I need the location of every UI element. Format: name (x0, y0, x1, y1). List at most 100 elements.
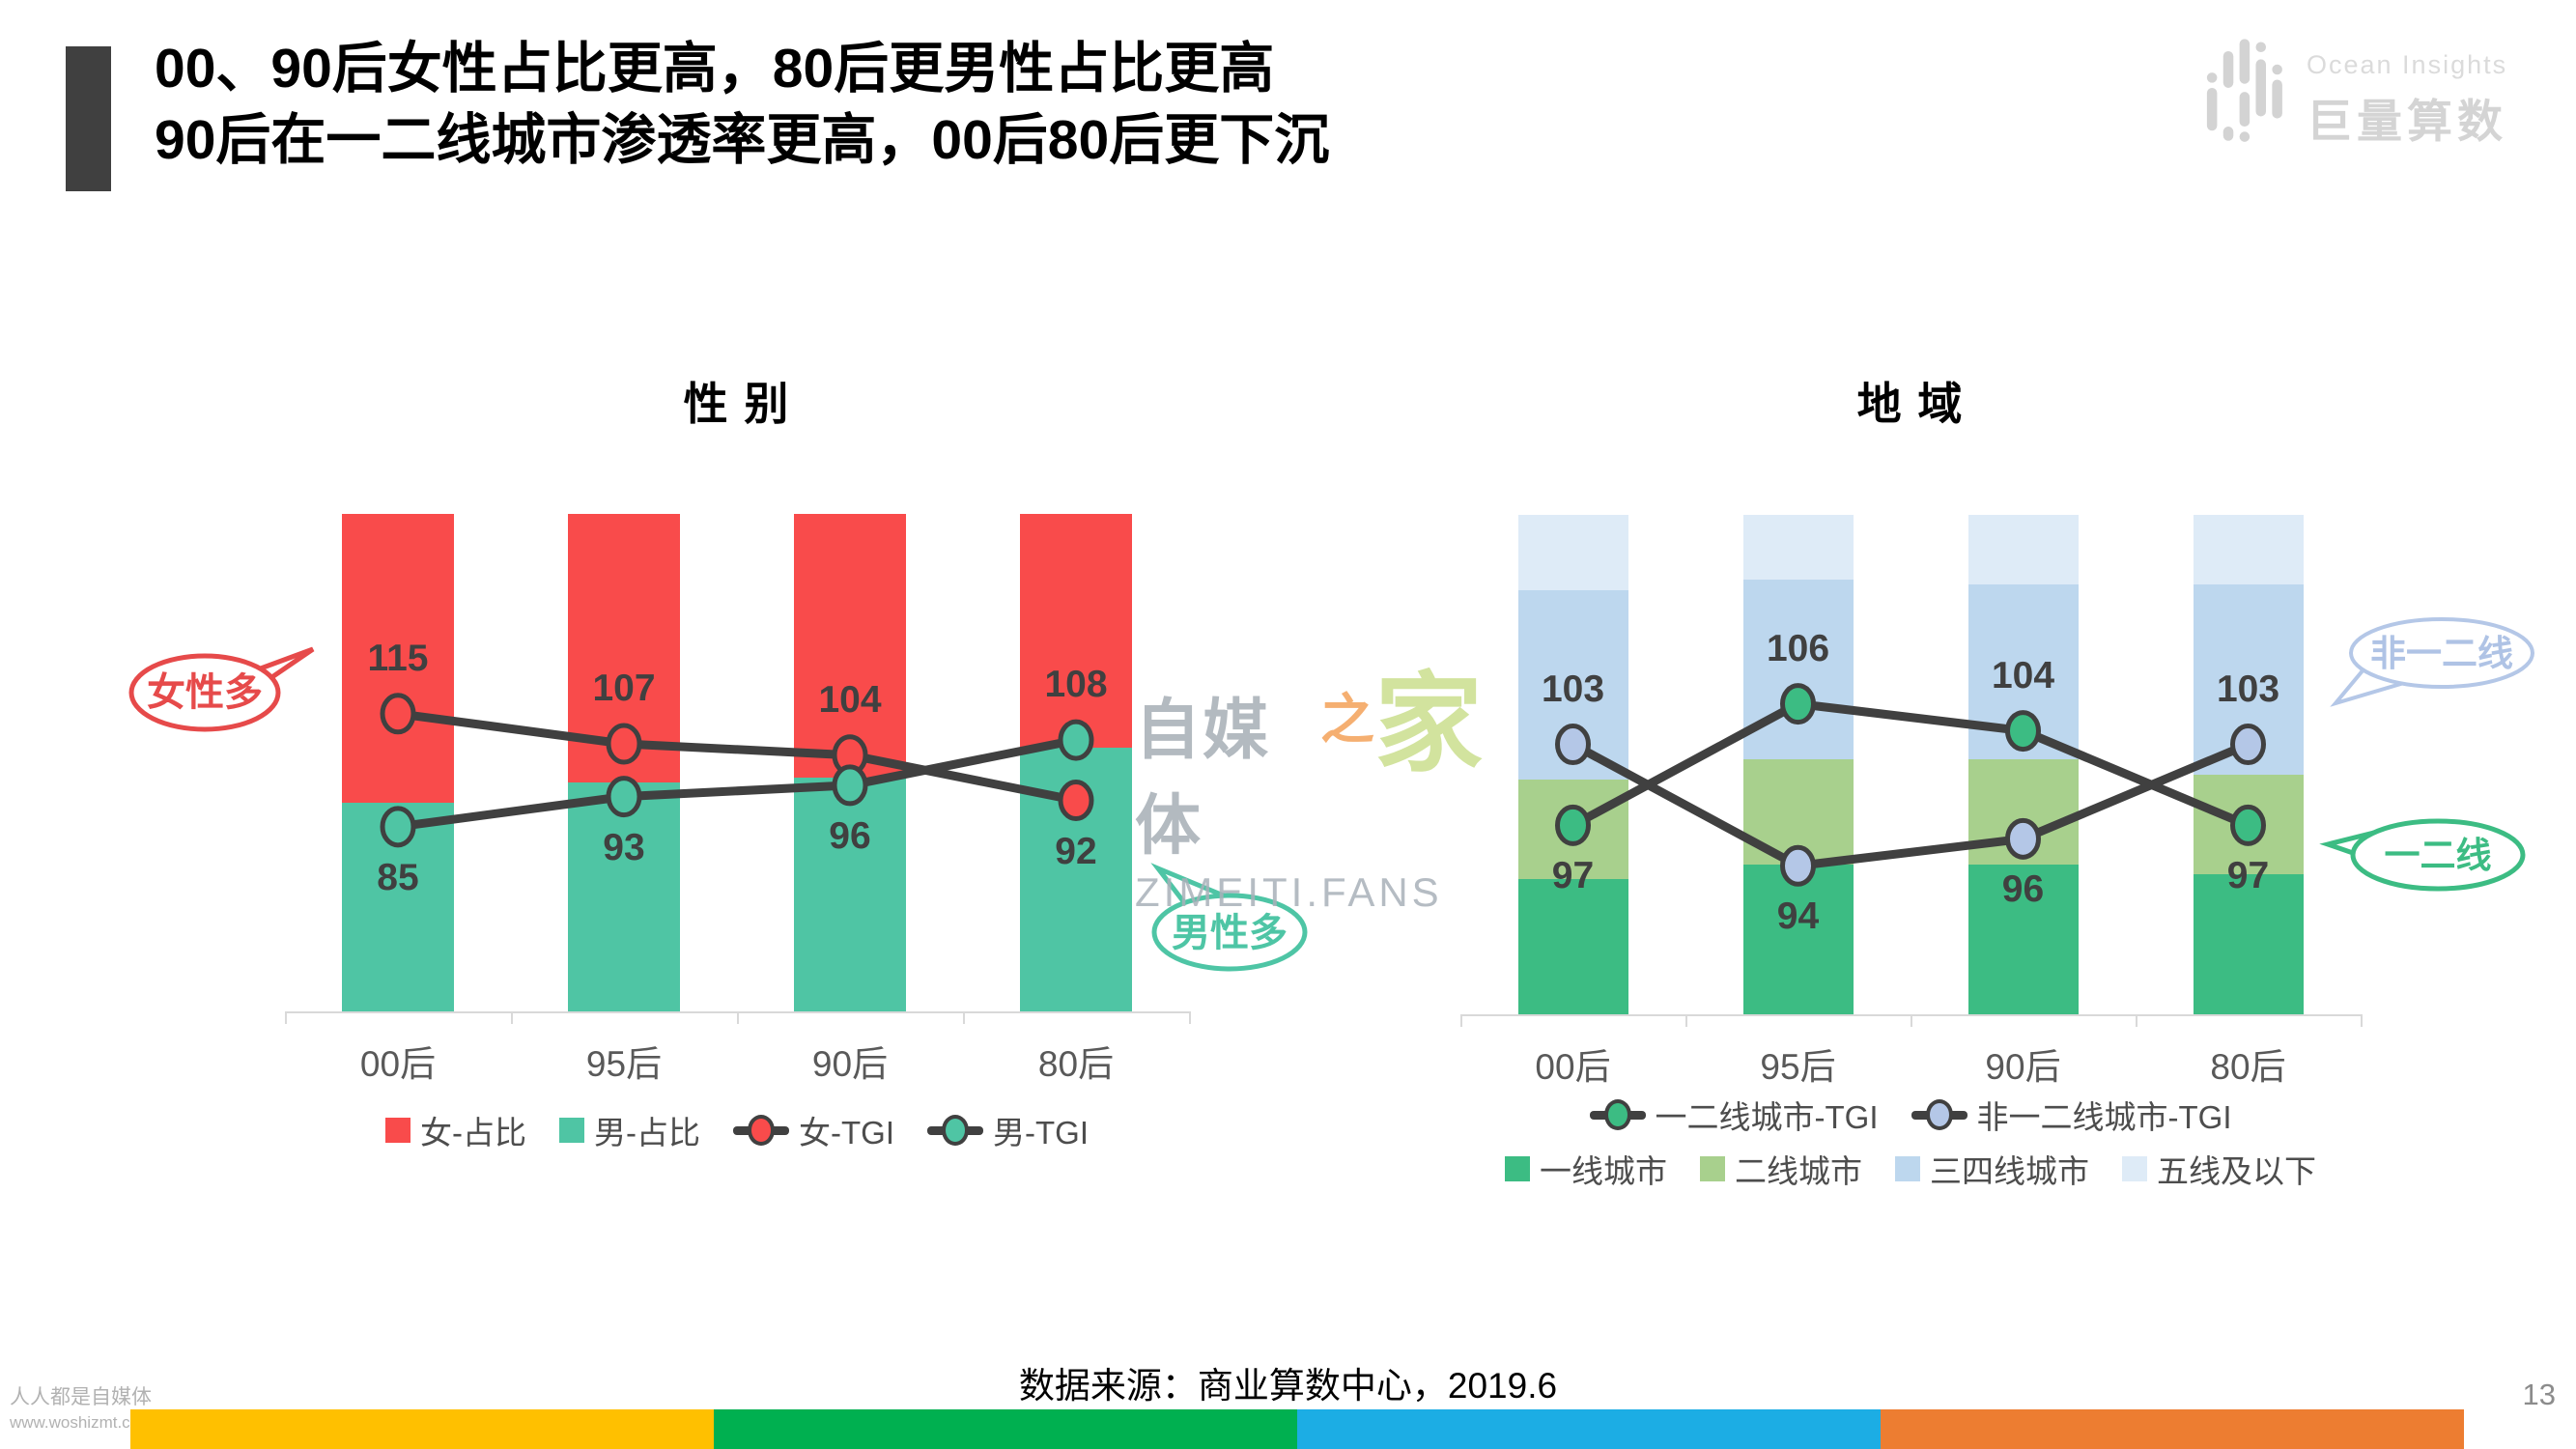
legend-label: 非一二线城市-TGI (1976, 1099, 2232, 1135)
footer-bar-segment (714, 1409, 1297, 1449)
chart-legend: 女-占比 男-占比 女-TGI 男-TGI (285, 1107, 1189, 1153)
x-axis-tick (1685, 1014, 1687, 1027)
x-axis-tick (1189, 1011, 1191, 1024)
callout-tier12-label: 一二线 (2385, 836, 2492, 875)
tgi-value-label: 103 (1541, 668, 1605, 710)
x-axis-tick (1460, 1014, 1462, 1027)
tgi-value-label: 85 (377, 856, 419, 898)
callout-male-more: 男性多 (1150, 863, 1308, 972)
brand-logo: Ocean Insights 巨量算数 (2204, 33, 2507, 151)
tgi-value-label: 94 (1776, 895, 1820, 938)
data-source-note: 数据来源：商业算数中心，2019.6 (1018, 1366, 1558, 1406)
right-chart-title: 地 域 (1856, 379, 1965, 429)
x-axis-label: 95后 (1760, 1047, 1836, 1087)
legend-dot-icon (1925, 1099, 1953, 1130)
legend-swatch-icon (2122, 1156, 2147, 1181)
legend-swatch-icon (385, 1118, 411, 1143)
legend-label: 女-占比 (420, 1115, 527, 1151)
legend-label: 一二线城市-TGI (1655, 1099, 1879, 1135)
legend-label: 男-占比 (594, 1115, 701, 1151)
x-axis-tick (285, 1011, 287, 1024)
legend-swatch-icon (1505, 1156, 1530, 1181)
x-axis-label: 80后 (2210, 1047, 2286, 1087)
tgi-value-label: 97 (2226, 855, 2270, 897)
footer-bar-segment (1297, 1409, 1881, 1449)
page-number: 13 (2522, 1378, 2556, 1411)
chart-legend: 一线城市 二线城市 三四线城市 五线及以下 (1460, 1146, 2361, 1192)
legend-item: 一二线城市-TGI (1589, 1092, 1879, 1138)
tgi-value-label: 108 (1044, 664, 1108, 706)
legend-label: 男-TGI (993, 1115, 1089, 1151)
watermark-zhi-text: 之 (1320, 689, 1374, 750)
tgi-value-label: 92 (1055, 830, 1097, 872)
brand-name-cn: 巨量算数 (2307, 96, 2507, 147)
left-chart-title: 性 别 (683, 379, 791, 429)
tgi-value-label: 107 (592, 667, 656, 709)
tgi-value-label: 93 (603, 826, 645, 868)
bar-segment (1967, 515, 2079, 585)
legend-item: 五线及以下 (2122, 1146, 2316, 1192)
slide-title: 00、90后女性占比更高，80后更男性占比更高 90后在一二线城市渗透率更高，0… (155, 33, 1329, 176)
tgi-value-label: 103 (2216, 668, 2280, 710)
slide-title-line1: 00、90后女性占比更高，80后更男性占比更高 (155, 38, 1275, 99)
legend-line-marker-icon (927, 1115, 983, 1146)
bar-segment (1742, 759, 1854, 865)
legend-swatch-icon (559, 1118, 585, 1143)
center-watermark: 自媒体 之 家 ZIMEITI.FANS (1135, 670, 1483, 916)
legend-dot-icon (942, 1115, 969, 1146)
legend-item: 三四线城市 (1895, 1146, 2089, 1192)
legend-line-marker-icon (733, 1115, 790, 1146)
x-axis-tick (1911, 1014, 1912, 1027)
bar-segment (2193, 515, 2304, 585)
callout-female-more-label: 女性多 (147, 671, 263, 714)
legend-line-marker-icon (1911, 1099, 1967, 1130)
legend-item: 男-TGI (927, 1107, 1089, 1153)
x-axis-label: 00后 (1535, 1047, 1611, 1087)
x-axis-tick (511, 1011, 513, 1024)
legend-item: 一线城市 (1505, 1146, 1667, 1192)
x-axis-tick (963, 1011, 965, 1024)
bar-segment (1020, 514, 1132, 749)
tgi-value-label: 96 (829, 814, 871, 857)
x-axis-label: 00后 (359, 1044, 437, 1084)
legend-item: 二线城市 (1700, 1146, 1862, 1192)
callout-male-more-label: 男性多 (1172, 912, 1288, 954)
tgi-line (1571, 740, 2250, 870)
footer-bar-segment (1881, 1409, 2464, 1449)
tgi-value-label: 104 (818, 678, 882, 721)
legend-line-marker-icon (1589, 1099, 1646, 1130)
tgi-value-label: 104 (1991, 654, 2055, 696)
brand-logo-icon (2206, 39, 2282, 142)
bar-segment (1742, 864, 1854, 1014)
legend-dot-icon (748, 1115, 776, 1146)
tgi-line (1571, 698, 2250, 830)
legend-item: 女-占比 (385, 1107, 526, 1153)
x-axis-label: 90后 (811, 1044, 889, 1084)
footer-bar-segment (130, 1409, 714, 1449)
tgi-value-label: 106 (1766, 627, 1830, 669)
bar-segment (2193, 874, 2304, 1014)
bar-segment (1967, 759, 2079, 865)
legend-item: 非一二线城市-TGI (1911, 1092, 2232, 1138)
legend-label: 三四线城市 (1930, 1153, 2089, 1189)
corner-watermark: 人人都是自媒体 www.woshizmt.cn (10, 1385, 152, 1435)
x-axis-tick (737, 1011, 739, 1024)
legend-label: 二线城市 (1735, 1153, 1862, 1189)
callout-non-tier12-label: 非一二线 (2370, 634, 2513, 673)
legend-label: 女-TGI (799, 1115, 894, 1151)
chart-legend: 一二线城市-TGI 非一二线城市-TGI (1460, 1092, 2361, 1138)
legend-label: 五线及以下 (2157, 1153, 2316, 1189)
x-axis-label: 95后 (585, 1044, 663, 1084)
legend-label: 一线城市 (1540, 1153, 1667, 1189)
corner-watermark-line1: 人人都是自媒体 (10, 1386, 152, 1408)
bar-segment (1517, 515, 1628, 590)
title-accent-bar (66, 46, 111, 191)
callout-non-tier12: 非一二线 (2330, 617, 2534, 707)
tgi-value-label: 96 (2001, 868, 2045, 911)
bar-segment (1967, 864, 2079, 1014)
callout-tier12: 一二线 (2319, 818, 2526, 892)
bar-segment (1742, 515, 1854, 581)
